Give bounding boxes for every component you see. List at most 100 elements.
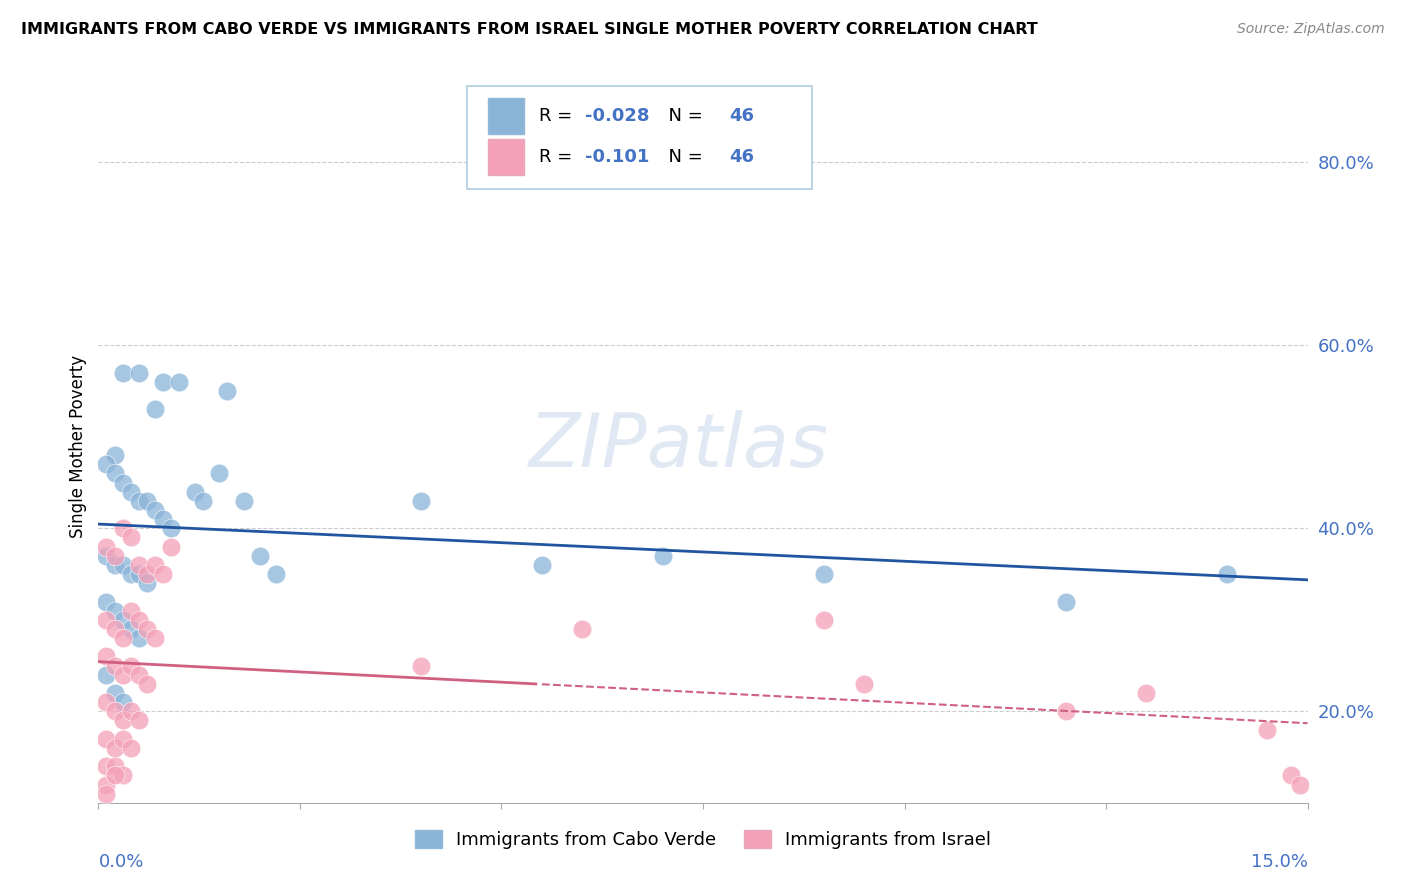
Point: [128, 366, 150, 380]
Text: ZIPatlas: ZIPatlas: [529, 410, 830, 482]
Point: [409, 494, 432, 508]
Point: [96, 613, 118, 627]
Point: [813, 567, 835, 582]
Point: [1054, 704, 1077, 718]
Point: [111, 631, 134, 645]
Point: [120, 484, 142, 499]
Text: N =: N =: [657, 148, 709, 166]
Point: [1256, 723, 1278, 737]
Point: [1288, 777, 1310, 791]
Legend: Immigrants from Cabo Verde, Immigrants from Israel: Immigrants from Cabo Verde, Immigrants f…: [406, 821, 1000, 858]
Point: [143, 558, 166, 572]
Point: [167, 375, 190, 389]
Point: [1216, 567, 1239, 582]
Point: [571, 622, 593, 636]
Point: [160, 540, 183, 554]
Point: [160, 521, 183, 535]
Point: [135, 494, 157, 508]
Point: [232, 494, 254, 508]
Point: [651, 549, 673, 563]
Point: [103, 604, 125, 618]
Point: [96, 458, 118, 472]
Point: [128, 631, 150, 645]
FancyBboxPatch shape: [467, 86, 811, 189]
Point: [111, 366, 134, 380]
Point: [853, 677, 876, 691]
Point: [120, 531, 142, 545]
Point: [96, 759, 118, 773]
Point: [193, 494, 215, 508]
Y-axis label: Single Mother Poverty: Single Mother Poverty: [69, 354, 87, 538]
Point: [135, 677, 157, 691]
Text: 15.0%: 15.0%: [1250, 853, 1308, 871]
Point: [217, 384, 239, 398]
Point: [128, 558, 150, 572]
Point: [1135, 686, 1157, 700]
Point: [152, 375, 174, 389]
Point: [96, 731, 118, 746]
Point: [128, 494, 150, 508]
Point: [1281, 768, 1303, 782]
Point: [135, 576, 157, 591]
Point: [103, 686, 125, 700]
Point: [96, 667, 118, 681]
Text: 0.0%: 0.0%: [98, 853, 143, 871]
Text: -0.101: -0.101: [585, 148, 650, 166]
Point: [128, 567, 150, 582]
Bar: [488, 139, 524, 175]
Point: [813, 613, 835, 627]
Point: [96, 695, 118, 709]
Point: [120, 567, 142, 582]
Point: [128, 714, 150, 728]
Point: [120, 704, 142, 718]
Point: [530, 558, 553, 572]
Point: [111, 613, 134, 627]
Point: [120, 658, 142, 673]
Point: [120, 604, 142, 618]
Point: [409, 658, 432, 673]
Point: [111, 521, 134, 535]
Point: [103, 704, 125, 718]
Point: [96, 787, 118, 801]
Point: [120, 622, 142, 636]
Point: [143, 631, 166, 645]
Text: IMMIGRANTS FROM CABO VERDE VS IMMIGRANTS FROM ISRAEL SINGLE MOTHER POVERTY CORRE: IMMIGRANTS FROM CABO VERDE VS IMMIGRANTS…: [21, 22, 1038, 37]
Point: [128, 613, 150, 627]
Point: [1054, 594, 1077, 608]
Point: [103, 467, 125, 481]
Point: [143, 503, 166, 517]
Bar: [488, 98, 524, 134]
Point: [103, 448, 125, 462]
Point: [135, 622, 157, 636]
Point: [96, 777, 118, 791]
Point: [152, 512, 174, 526]
Point: [111, 714, 134, 728]
Point: [96, 540, 118, 554]
Text: -0.028: -0.028: [585, 107, 650, 125]
Point: [249, 549, 271, 563]
Point: [120, 740, 142, 755]
Point: [103, 658, 125, 673]
Point: [96, 594, 118, 608]
Point: [184, 484, 207, 499]
Text: Source: ZipAtlas.com: Source: ZipAtlas.com: [1237, 22, 1385, 37]
Point: [103, 558, 125, 572]
Point: [111, 768, 134, 782]
Point: [111, 475, 134, 490]
Point: [103, 622, 125, 636]
Point: [208, 467, 231, 481]
Point: [111, 695, 134, 709]
Point: [143, 402, 166, 417]
Point: [103, 549, 125, 563]
Point: [96, 649, 118, 664]
Point: [128, 667, 150, 681]
Point: [135, 567, 157, 582]
Point: [111, 667, 134, 681]
Text: N =: N =: [657, 107, 709, 125]
Point: [103, 740, 125, 755]
Point: [111, 558, 134, 572]
Text: R =: R =: [538, 107, 578, 125]
Point: [111, 731, 134, 746]
Point: [103, 768, 125, 782]
Point: [96, 549, 118, 563]
